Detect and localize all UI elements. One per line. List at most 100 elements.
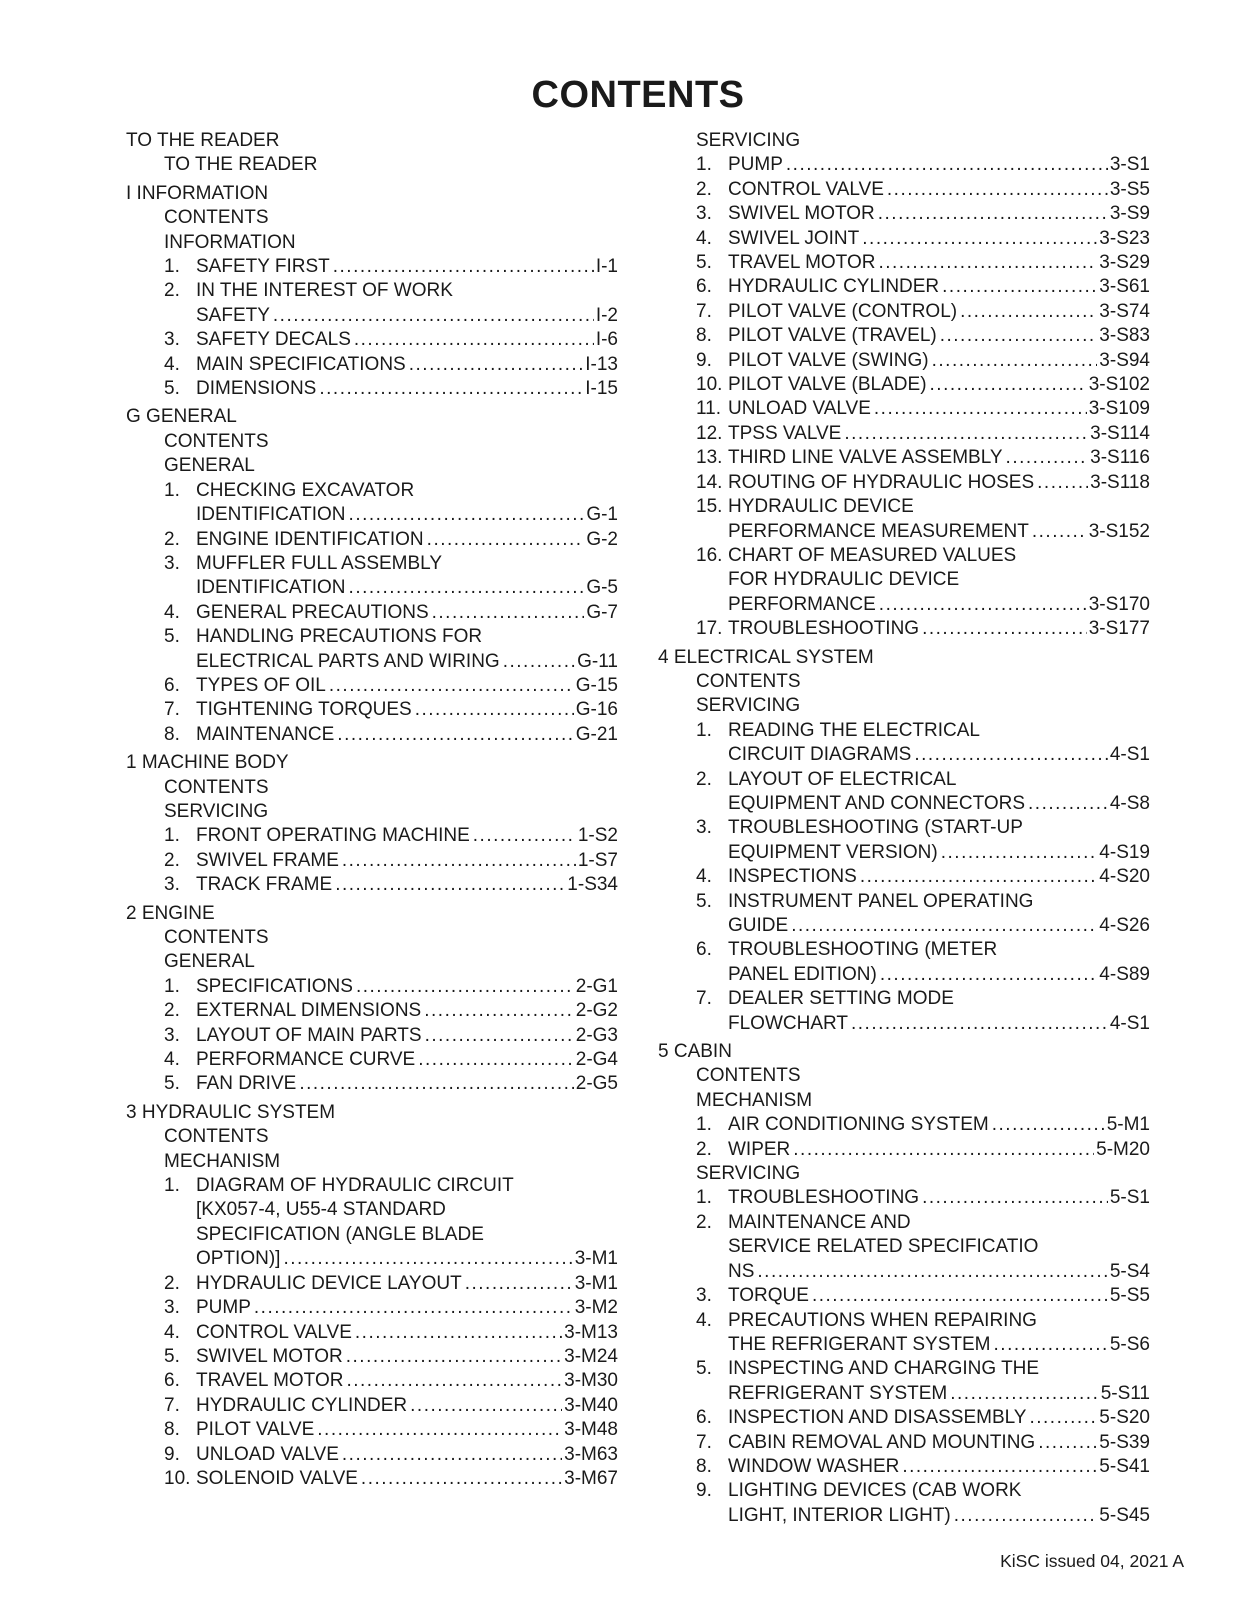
toc-item: 8. MAINTENANCE...........................… [126,723,618,747]
page-ref: 5-S45 [1099,1504,1150,1526]
page-ref: I-1 [595,256,618,278]
page-ref: I-2 [595,304,618,326]
leader-dots: ........................................… [354,1321,562,1343]
item-title: SPECIFICATIONS [196,975,353,997]
toc-item-line: SERVICE RELATED SPECIFICATIO [696,1235,1150,1259]
toc-item-line: 2. EXTERNAL DIMENSIONS...................… [164,999,618,1023]
page-ref: 4-S19 [1099,841,1150,863]
item-number: 1. [164,479,180,501]
item-title: TROUBLESHOOTING (METER [728,939,998,961]
toc-item-line: 7. HYDRAULIC CYLINDER....................… [164,1394,618,1418]
item-title: TYPES OF OIL [196,674,326,696]
toc-item: 2. HYDRAULIC DEVICE LAYOUT...............… [126,1272,618,1296]
leader-dots: ........................................… [931,349,1098,371]
toc-item: 6. TYPES OF OIL..........................… [126,674,618,698]
toc-item: 5. SWIVEL MOTOR..........................… [126,1345,618,1369]
page-ref: 3-S102 [1088,374,1150,396]
item-number: 2. [164,1272,180,1294]
leader-dots: ........................................… [960,300,1097,322]
toc-item-line: 1. SAFETY FIRST..........................… [164,255,618,279]
leader-dots: ........................................… [346,1370,563,1392]
item-title: AIR CONDITIONING SYSTEM [728,1114,989,1136]
item-number: 5. [164,378,180,400]
item-title: SWIVEL MOTOR [728,203,875,225]
toc-item-line: 4. CONTROL VALVE.........................… [164,1321,618,1345]
toc-item: 1. TROUBLESHOOTING.......................… [658,1186,1150,1210]
item-title: LIGHTING DEVICES (CAB WORK [728,1480,1022,1502]
toc-item-line: 6. TROUBLESHOOTING (METER [696,938,1150,962]
page-ref: 5-S39 [1099,1431,1150,1453]
item-title: [KX057-4, U55-4 STANDARD [196,1199,446,1221]
subsection-heading: GENERAL [164,951,255,973]
item-title: MAINTENANCE [196,723,335,745]
subsection-heading: SERVICING [696,695,801,717]
toc-item: 1. PUMP..................................… [658,153,1150,177]
page-ref: 4-S89 [1099,963,1150,985]
toc-item-line: 7. CABIN REMOVAL AND MOUNTING............… [696,1431,1150,1455]
subsection-heading: INFORMATION [164,231,296,253]
toc-item-line: 4. SWIVEL JOINT..........................… [696,227,1150,251]
item-title: LAYOUT OF ELECTRICAL [728,768,957,790]
page-ref: 3-M30 [564,1370,618,1392]
leader-dots: ........................................… [1037,471,1088,493]
toc-item-line: [KX057-4, U55-4 STANDARD [164,1198,618,1222]
item-title: PUMP [196,1297,251,1319]
leader-dots: ........................................… [424,1024,574,1046]
toc-item-line: 3. TROUBLESHOOTING (START-UP [696,816,1150,840]
subsection-heading: GENERAL [164,455,255,477]
page-ref: 3-S170 [1088,593,1150,615]
page-ref: 5-M20 [1096,1138,1150,1160]
item-title: TROUBLESHOOTING [728,618,920,640]
page-ref: 4-S8 [1109,792,1150,814]
item-title: GENERAL PRECAUTIONS [196,601,429,623]
leader-dots: ........................................… [877,203,1108,225]
section-heading: 2 ENGINE [126,902,215,924]
toc-item-line: 8. PILOT VALVE...........................… [164,1418,618,1442]
toc-section: 4 ELECTRICAL SYSTEM CONTENTS SERVICING 1. RE… [658,646,1150,1037]
item-number: 10. [696,374,723,396]
item-title: FAN DRIVE [196,1073,297,1095]
toc-item-line: 1. TROUBLESHOOTING.......................… [696,1186,1150,1210]
page-ref: 2-G1 [575,975,618,997]
toc-item-line: 9. UNLOAD VALVE..........................… [164,1443,618,1467]
item-title: THE REFRIGERANT SYSTEM [728,1333,991,1355]
toc-item-line: GUIDE...................................… [696,914,1150,938]
toc-item: 1. READING THE ELECTRICAL CIRCUIT DIAGRAMS… [658,719,1150,768]
subsection-heading: TO THE READER [164,154,318,176]
toc-item: 3. LAYOUT OF MAIN PARTS..................… [126,1024,618,1048]
leader-dots: ........................................… [902,1455,1097,1477]
toc-item-line: 4. INSPECTIONS...........................… [696,865,1150,889]
leader-dots: ........................................… [859,866,1098,888]
leader-dots: ........................................… [878,252,1097,274]
toc-item: 4. INSPECTIONS...........................… [658,865,1150,889]
toc-item-line: EQUIPMENT VERSION)......................… [696,841,1150,865]
subsection-heading: CONTENTS [164,1126,269,1148]
toc-item-line: REFRIGERANT SYSTEM......................… [696,1382,1150,1406]
page-ref: G-15 [575,674,618,696]
toc-item: 2. SWIVEL FRAME..........................… [126,849,618,873]
item-number: 8. [164,1419,180,1441]
page-ref: 3-M48 [564,1419,618,1441]
item-number: 3. [164,1297,180,1319]
item-title: REFRIGERANT SYSTEM [728,1382,948,1404]
toc-item: 3. TORQUE................................… [658,1284,1150,1308]
toc-item: 2. ENGINE IDENTIFICATION.................… [126,528,618,552]
item-title: INSTRUMENT PANEL OPERATING [728,890,1034,912]
issue-stamp: KiSC issued 04, 2021 A [1000,1551,1184,1571]
toc-item: 15. HYDRAULIC DEVICE PERFORMANCE MEASUREME… [658,495,1150,544]
item-title: CONTROL VALVE [728,178,884,200]
item-title: TPSS VALVE [728,422,842,444]
page-ref: 5-S11 [1100,1382,1150,1404]
item-title: CIRCUIT DIAGRAMS [728,744,912,766]
item-title: WIPER [728,1138,791,1160]
toc-item: 7. TIGHTENING TORQUES....................… [126,698,618,722]
item-number: 2. [164,1000,180,1022]
subsection-heading: MECHANISM [164,1150,281,1172]
page-ref: G-7 [586,601,618,623]
page-ref: 3-M1 [574,1272,618,1294]
page-ref: G-11 [577,650,618,672]
item-number: 7. [696,1431,712,1453]
item-title: UNLOAD VALVE [196,1443,339,1465]
item-number: 1. [696,1187,712,1209]
item-number: 4. [696,866,712,888]
